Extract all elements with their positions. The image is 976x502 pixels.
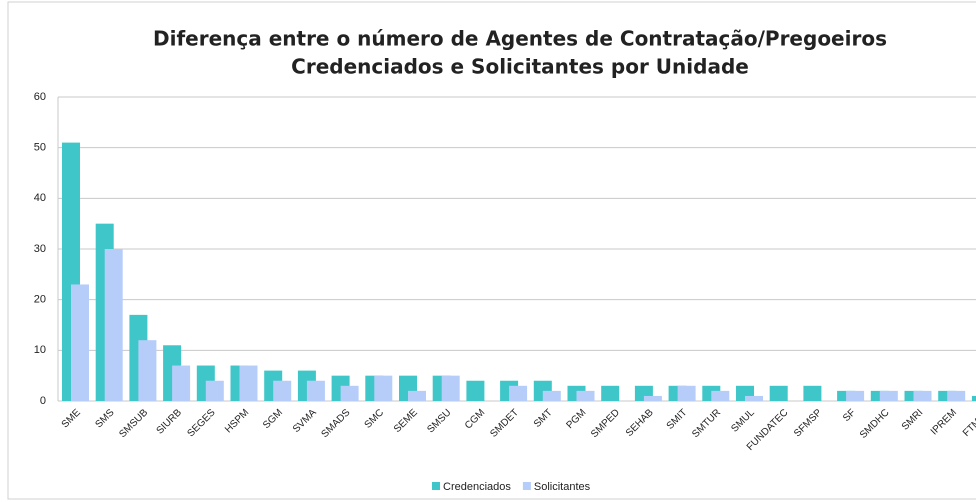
bar (846, 390, 865, 401)
bar (466, 380, 485, 401)
bar (769, 385, 788, 401)
bar (104, 249, 123, 401)
bar (172, 365, 191, 401)
bar (509, 385, 528, 401)
bar (138, 340, 157, 401)
bar (576, 390, 595, 401)
bar (643, 395, 662, 401)
bar (913, 390, 932, 401)
legend-label: Credenciados (443, 481, 511, 493)
chart-title: Credenciados e Solicitantes por Unidade (291, 55, 749, 79)
bar (306, 380, 325, 401)
bar (542, 390, 561, 401)
bar (374, 375, 393, 401)
y-tick-label: 30 (34, 243, 46, 255)
bar (239, 365, 258, 401)
bar (441, 375, 460, 401)
y-tick-label: 10 (34, 344, 46, 356)
bar (71, 284, 89, 401)
legend-label: Solicitantes (534, 481, 591, 493)
bar (677, 385, 696, 401)
legend-swatch (522, 482, 531, 490)
bar (879, 390, 898, 401)
y-tick-label: 50 (34, 142, 46, 154)
chart-title: Diferença entre o número de Agentes de C… (153, 27, 887, 51)
bar (971, 395, 976, 401)
bar (711, 390, 730, 401)
bar (205, 380, 224, 401)
bar (947, 390, 966, 401)
bar (340, 385, 359, 401)
bar (803, 385, 822, 401)
y-tick-label: 20 (34, 294, 46, 306)
y-tick-label: 0 (40, 395, 46, 407)
y-tick-label: 40 (34, 192, 46, 204)
bar (408, 390, 426, 401)
legend-swatch (432, 482, 440, 490)
chart-border (7, 1, 976, 500)
bar (273, 380, 292, 401)
bar (601, 385, 620, 401)
y-tick-label: 60 (34, 91, 46, 103)
bar (745, 395, 763, 401)
